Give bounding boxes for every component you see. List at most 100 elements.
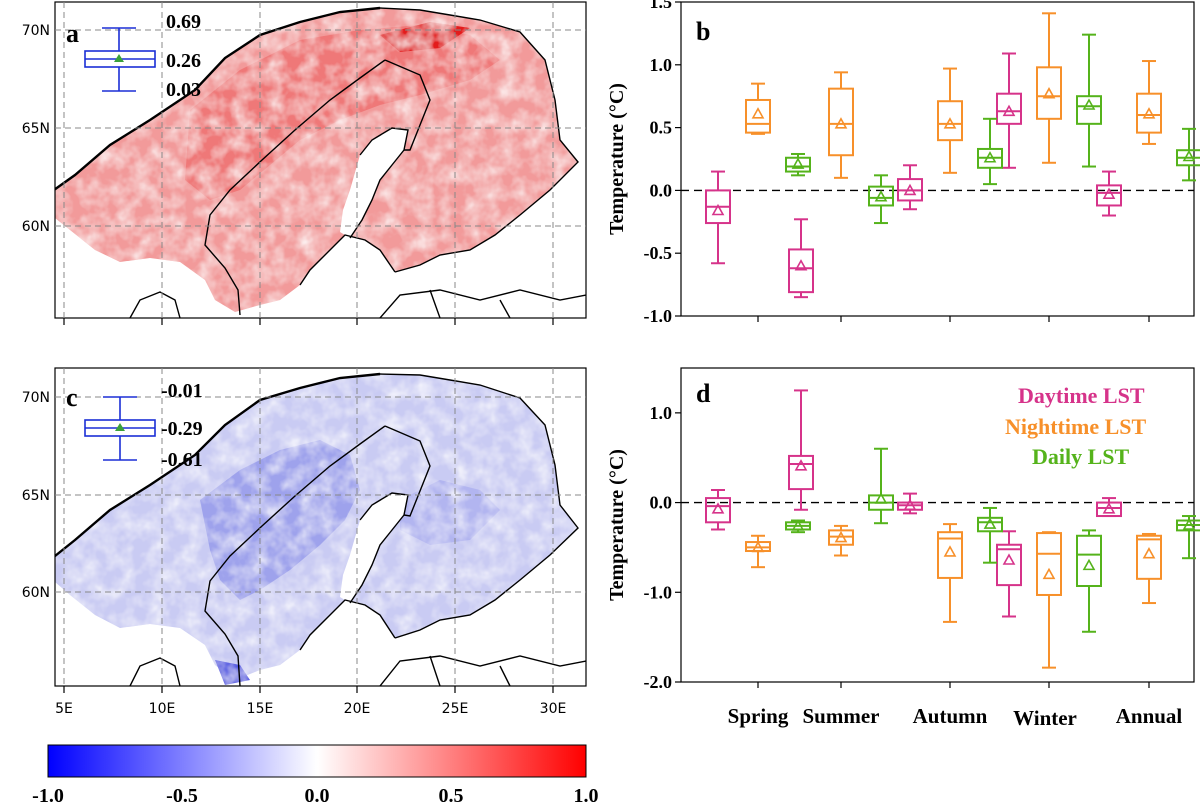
inset-a-min: 0.03 [166, 79, 201, 101]
inset-a-median: 0.26 [166, 50, 201, 72]
box-chart-b: b Temperature (°C) -1.0 -0.5 0.0 0.5 1.0 1.5 [606, 0, 1200, 326]
scandinavia-anomaly-fill [55, 8, 578, 312]
iqr-box [1036, 66, 1062, 120]
inset-boxplot-a [84, 27, 156, 92]
mean-marker [1042, 87, 1056, 99]
iqr-box [788, 248, 814, 294]
chart-b-marks: -1.0 -0.5 0.0 0.5 1.0 1.5 [644, 0, 1200, 326]
mean-marker [791, 519, 805, 531]
lat-label: 65N [22, 488, 50, 504]
mean-marker [1042, 567, 1056, 580]
box-daily-winter [1076, 529, 1102, 633]
category-label: Annual [1116, 704, 1183, 728]
mean-marker [874, 190, 888, 202]
box-daytime-spring [705, 170, 731, 265]
colorbar-tick-label: 0.5 [439, 785, 464, 805]
iqr-box [1076, 95, 1102, 125]
lat-label: 70N [22, 23, 50, 39]
inset-a-max: 0.69 [166, 11, 201, 33]
box-nighttime-autumn [937, 523, 963, 623]
lon-label: 15E [247, 701, 274, 717]
mean-marker [1182, 518, 1196, 530]
panel-letter-a: a [66, 19, 79, 48]
mean-marker [903, 183, 917, 196]
lat-label: 65N [22, 121, 50, 137]
category-labels: Spring Summer Autumn Winter Annual [728, 704, 1183, 730]
colorbar-tick-label: 1.0 [574, 785, 599, 805]
panel-letter-d: d [696, 379, 711, 408]
panel-letter-c: c [66, 383, 78, 412]
iqr-box [1036, 532, 1062, 596]
iqr-box [828, 87, 854, 157]
mean-marker [1082, 558, 1096, 571]
mean-marker [1082, 98, 1096, 110]
mean-marker [711, 203, 725, 216]
map-c-lat-labels: 70N 65N 60N [22, 390, 50, 601]
scandinavia-anomaly-fill [55, 374, 578, 685]
inset-boxplot-c [84, 396, 156, 461]
y-tick-label: -0.5 [644, 243, 673, 263]
box-daytime-winter [996, 530, 1022, 618]
box-nighttime-winter [1036, 12, 1062, 164]
y-tick-label: 1.0 [650, 55, 673, 75]
mean-marker [751, 540, 765, 553]
box-nighttime-annual [1136, 60, 1162, 145]
inset-c-max: -0.01 [161, 380, 203, 402]
map-c-grid [55, 368, 586, 686]
iqr-box [937, 100, 963, 142]
box-daily-summer [868, 174, 894, 225]
y-tick-label: -2.0 [644, 672, 673, 692]
mean-marker [791, 157, 805, 169]
colorbar-tick-label: -1.0 [32, 785, 64, 805]
iqr-box [996, 92, 1022, 125]
mean-marker [874, 492, 888, 504]
inset-c-min: -0.61 [161, 449, 203, 471]
inset-c-median: -0.29 [161, 418, 203, 440]
mean-marker [943, 117, 957, 129]
box-daily-summer [868, 447, 894, 525]
y-axis-label-b: Temperature (°C) [606, 83, 628, 235]
y-tick-label: 1.0 [650, 403, 673, 423]
lon-label: 10E [149, 701, 176, 717]
box-nighttime-spring [745, 82, 771, 135]
panel-letter-b: b [696, 17, 710, 46]
chart-d-marks: -2.0 -1.0 0.0 1.0 [644, 389, 1200, 692]
legend: Daytime LST Nighttime LST Daily LST [1005, 383, 1147, 469]
lat-label: 70N [22, 390, 50, 406]
mean-marker [834, 530, 848, 543]
map-c-lon-labels: 5E 10E 15E 20E 25E 30E [55, 701, 566, 717]
mean-marker [1002, 104, 1016, 117]
lon-label: 5E [55, 701, 73, 717]
box-daytime-annual [1096, 170, 1122, 217]
map-a-grid [55, 2, 586, 318]
box-daytime-winter [996, 52, 1022, 169]
box-nighttime-autumn [937, 67, 963, 174]
box-nighttime-summer [828, 71, 854, 179]
category-label: Summer [803, 704, 880, 728]
category-label: Winter [1013, 706, 1077, 730]
map-panel-a: 70N 65N 60N a 0.69 0.26 0.03 [22, 1, 587, 319]
lon-label: 20E [344, 701, 371, 717]
box-daily-spring [785, 519, 811, 534]
mean-marker [1142, 547, 1156, 559]
iqr-box [788, 454, 814, 491]
y-tick-label: 0.5 [650, 118, 673, 138]
lat-label: 60N [22, 585, 50, 601]
iqr-box [937, 531, 963, 579]
box-daytime-summer [788, 389, 814, 511]
box-daytime-autumn [897, 164, 923, 211]
box-daily-spring [785, 152, 811, 177]
mean-marker [751, 107, 765, 119]
box-daily-annual [1176, 515, 1200, 560]
category-label: Autumn [913, 704, 988, 728]
box-daytime-autumn [897, 492, 923, 515]
y-tick-label: -1.0 [644, 582, 673, 602]
box-daily-autumn [977, 117, 1003, 186]
iqr-box [1136, 92, 1162, 134]
y-tick-label: 0.0 [650, 180, 673, 200]
box-nighttime-spring [745, 534, 771, 569]
iqr-box [745, 98, 771, 134]
iqr-box [996, 543, 1022, 587]
box-daytime-summer [788, 218, 814, 299]
